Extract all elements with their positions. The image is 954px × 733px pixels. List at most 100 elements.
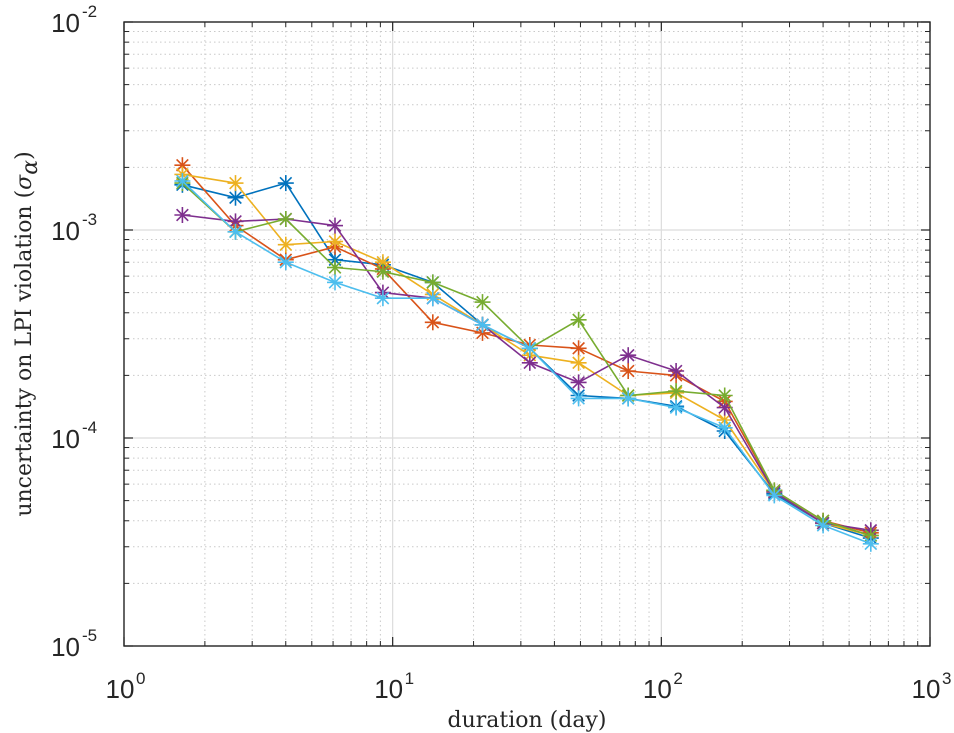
asterisk-marker-stroke — [426, 291, 440, 305]
x-tick-label-base: 10 — [643, 674, 672, 704]
data-point — [668, 383, 685, 400]
data-point — [620, 347, 637, 364]
y-axis-label: uncertainty on LPI violation (σα) — [12, 151, 43, 516]
asterisk-marker-stroke — [328, 261, 342, 274]
data-point — [474, 294, 491, 311]
x-tick-label-exponent: 1 — [405, 669, 414, 688]
data-point — [227, 223, 244, 240]
asterisk-marker-stroke — [279, 212, 293, 226]
asterisk-marker-stroke — [718, 421, 732, 435]
x-tick-label: 10 3 — [912, 669, 952, 704]
asterisk-marker-stroke — [621, 392, 635, 405]
data-point — [716, 387, 733, 404]
data-point — [570, 354, 587, 371]
data-point — [620, 363, 637, 379]
data-point — [424, 314, 441, 331]
plot-area — [124, 22, 930, 646]
y-tick-label-exponent: -5 — [82, 626, 97, 645]
y-tick-label-base: 10 — [51, 8, 80, 38]
data-point — [374, 290, 391, 307]
x-tick-label: 10 0 — [106, 669, 146, 704]
asterisk-marker-stroke — [669, 364, 683, 378]
asterisk-marker-stroke — [572, 356, 585, 370]
asterisk-marker-stroke — [229, 191, 242, 205]
y-axis-label-sub: α — [18, 160, 43, 175]
data-point — [227, 175, 244, 192]
data-point — [327, 259, 343, 276]
x-tick-label-exponent: 3 — [942, 669, 951, 688]
data-point — [668, 363, 685, 379]
x-tick-label-exponent: 0 — [136, 669, 145, 688]
data-point — [668, 399, 685, 416]
asterisk-marker-stroke — [229, 215, 242, 228]
data-point — [327, 274, 343, 291]
asterisk-marker-stroke — [328, 219, 342, 232]
asterisk-marker-stroke — [229, 176, 242, 190]
data-point — [521, 340, 538, 357]
asterisk-marker-stroke — [176, 158, 189, 172]
data-point — [227, 189, 244, 206]
asterisk-marker-stroke — [523, 356, 537, 370]
asterisk-marker-stroke — [523, 341, 537, 355]
asterisk-marker-stroke — [426, 315, 440, 329]
data-point — [277, 211, 294, 227]
x-tick-label: 10 1 — [374, 669, 414, 704]
data-point — [277, 254, 294, 271]
data-point — [424, 274, 441, 291]
asterisk-marker-stroke — [718, 389, 732, 402]
y-tick-label: 10 -4 — [51, 418, 97, 454]
asterisk-marker-stroke — [426, 276, 440, 289]
asterisk-marker-stroke — [669, 384, 683, 398]
asterisk-marker-stroke — [176, 174, 189, 188]
asterisk-marker-stroke — [621, 348, 635, 362]
asterisk-marker-stroke — [279, 255, 293, 269]
asterisk-marker-stroke — [476, 295, 489, 309]
asterisk-marker-stroke — [572, 392, 585, 405]
data-point — [570, 374, 587, 391]
asterisk-marker-stroke — [328, 235, 342, 248]
data-point — [327, 217, 343, 234]
series-group — [174, 157, 879, 552]
asterisk-marker-stroke — [279, 176, 293, 190]
asterisk-marker-stroke — [816, 519, 830, 532]
data-point — [815, 517, 832, 534]
y-tick-label-exponent: -3 — [82, 210, 97, 229]
asterisk-marker-stroke — [279, 238, 293, 252]
data-point — [374, 254, 391, 271]
y-tick-label-exponent: -4 — [82, 418, 97, 437]
asterisk-marker-stroke — [376, 255, 390, 269]
asterisk-marker-stroke — [229, 225, 242, 239]
data-point — [570, 390, 587, 407]
data-point — [474, 316, 491, 333]
ticks — [123, 21, 931, 647]
x-tick-label: 10 2 — [643, 669, 683, 704]
asterisk-marker-stroke — [572, 313, 585, 327]
y-tick-label-base: 10 — [51, 632, 80, 662]
tick-labels: 10 0 10 1 10 2 10 310 -510 -410 -310 -2 — [51, 2, 951, 704]
asterisk-marker-stroke — [376, 265, 390, 279]
data-point — [424, 290, 441, 307]
y-axis-label-sigma: σ — [12, 174, 37, 190]
x-tick-label-base: 10 — [374, 674, 403, 704]
data-point — [277, 175, 294, 192]
data-point — [374, 263, 391, 280]
y-axis-label-main: uncertainty on LPI violation ( — [12, 190, 37, 517]
asterisk-marker-stroke — [669, 401, 683, 414]
asterisk-marker-stroke — [767, 489, 781, 502]
y-tick-label-base: 10 — [51, 424, 80, 454]
data-point — [174, 207, 191, 223]
asterisk-marker-stroke — [376, 291, 390, 305]
data-point — [862, 535, 879, 552]
series-6 — [174, 173, 879, 552]
asterisk-marker-stroke — [476, 318, 489, 332]
data-point — [277, 236, 294, 253]
y-axis-label-close: ) — [12, 151, 37, 160]
y-tick-label-base: 10 — [51, 216, 80, 246]
asterisk-marker-stroke — [572, 376, 585, 389]
x-tick-label-base: 10 — [912, 674, 941, 704]
x-tick-label-base: 10 — [106, 674, 135, 704]
x-tick-label-exponent: 2 — [673, 669, 682, 688]
asterisk-marker-stroke — [328, 276, 342, 289]
axes-box — [123, 21, 931, 647]
